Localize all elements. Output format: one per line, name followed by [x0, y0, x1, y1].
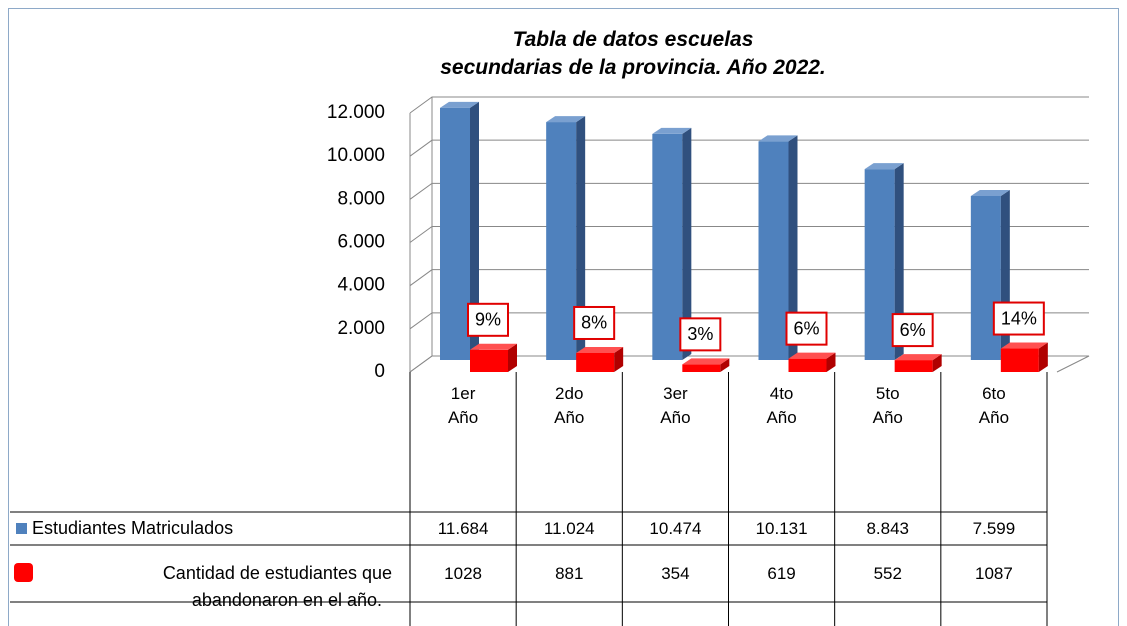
bar-front — [758, 141, 789, 360]
bar-front — [788, 358, 827, 372]
data-label: 6% — [793, 318, 819, 338]
bar — [682, 358, 730, 372]
bar-front — [894, 360, 933, 372]
x-tick-label: 3er Año — [660, 384, 691, 427]
y-tick-label: 6.000 — [337, 232, 385, 253]
bar-top — [470, 343, 517, 350]
bar — [652, 127, 692, 361]
data-label: 9% — [475, 310, 501, 330]
legend-label: Cantidad de estudiantes que abandonaron e… — [163, 563, 392, 610]
table-value: 10.474 — [649, 519, 701, 538]
data-label: 6% — [900, 320, 926, 340]
data-label-box — [891, 313, 934, 348]
y-tick-label: 4.000 — [337, 275, 385, 296]
legend-label: Estudiantes Matriculados — [32, 518, 233, 538]
bar-top — [788, 352, 836, 359]
bar — [470, 343, 517, 372]
bar-front — [1000, 348, 1039, 372]
table-value: 1087 — [975, 564, 1013, 583]
bar-top — [970, 189, 1010, 196]
table-value: 8.843 — [866, 519, 909, 538]
bar-side — [508, 343, 517, 372]
bar — [788, 352, 836, 372]
bar-top — [576, 346, 624, 353]
y-tick-label: 2.000 — [337, 318, 385, 339]
x-tick-cell: 2do Año — [554, 384, 585, 427]
data-label-box — [992, 301, 1045, 336]
data-label: 14% — [1001, 308, 1037, 328]
bar-side — [682, 127, 692, 361]
bar-side — [788, 135, 798, 360]
bar — [546, 116, 586, 360]
data-label-box — [679, 317, 722, 352]
bar — [1000, 342, 1048, 372]
bar-front — [440, 107, 470, 360]
bar — [864, 163, 904, 360]
bar-top — [440, 101, 479, 108]
y-tick-label: 0 — [374, 361, 385, 382]
x-tick-cell: 3er Año — [660, 384, 691, 427]
x-tick-cell: 5to Año — [872, 384, 903, 427]
data-label-box — [573, 305, 616, 340]
bar-top — [546, 116, 586, 123]
y-tick-label: 10.000 — [327, 145, 385, 166]
bar-side — [576, 116, 586, 360]
x-tick-label: 6to Año — [978, 384, 1010, 427]
bar — [576, 346, 624, 372]
y-tick-label: 12.000 — [327, 102, 385, 123]
bar — [894, 354, 942, 372]
bar-side — [826, 352, 836, 372]
y-tick-label: 8.000 — [337, 188, 385, 209]
x-tick-cell: 1er Año — [447, 384, 479, 427]
x-tick-cell: 4to Año — [766, 384, 797, 427]
bar-side — [614, 346, 624, 372]
table-value: 10.131 — [756, 519, 808, 538]
bar-top — [894, 354, 942, 361]
table-value: 354 — [661, 564, 689, 583]
bar-side — [932, 354, 942, 372]
table-value: 619 — [767, 564, 795, 583]
x-tick-label: 5to Año — [872, 384, 903, 427]
bar-side — [1038, 342, 1048, 372]
data-label-box — [785, 311, 828, 346]
grid-line — [409, 96, 1089, 114]
table-value: 881 — [555, 564, 583, 583]
bar-top — [682, 358, 730, 365]
bar-side — [894, 163, 904, 360]
table-value: 11.684 — [438, 519, 489, 538]
bar-front — [576, 352, 615, 372]
x-tick-label: 2do Año — [554, 384, 585, 427]
bar-front — [546, 122, 577, 360]
bar — [758, 135, 798, 360]
grid-line — [409, 139, 1089, 157]
data-label: 8% — [581, 313, 607, 333]
chart-title: Tabla de datos escuelas secundarias de la… — [440, 28, 826, 79]
x-tick-label: 4to Año — [766, 384, 797, 427]
data-label-box — [467, 302, 509, 337]
bar-side — [470, 101, 479, 360]
bar-front — [682, 364, 721, 372]
table-value: 552 — [874, 564, 902, 583]
table-value: 7.599 — [973, 519, 1016, 538]
legend-key — [14, 563, 33, 582]
x-tick-label: 1er Año — [447, 384, 479, 427]
bar-side — [720, 358, 730, 372]
bar — [440, 101, 479, 360]
bar-top — [758, 135, 798, 142]
bar-front — [864, 169, 895, 360]
x-tick-cell: 6to Año — [978, 384, 1010, 427]
bar-top — [652, 127, 692, 134]
bar-front — [652, 133, 683, 360]
table-value: 11.024 — [544, 519, 595, 538]
bar-top — [1000, 342, 1048, 349]
data-label: 3% — [687, 324, 713, 344]
bar-front — [470, 349, 508, 372]
bar-top — [864, 163, 904, 170]
table-value: 1028 — [444, 564, 482, 583]
legend-key — [16, 523, 27, 534]
